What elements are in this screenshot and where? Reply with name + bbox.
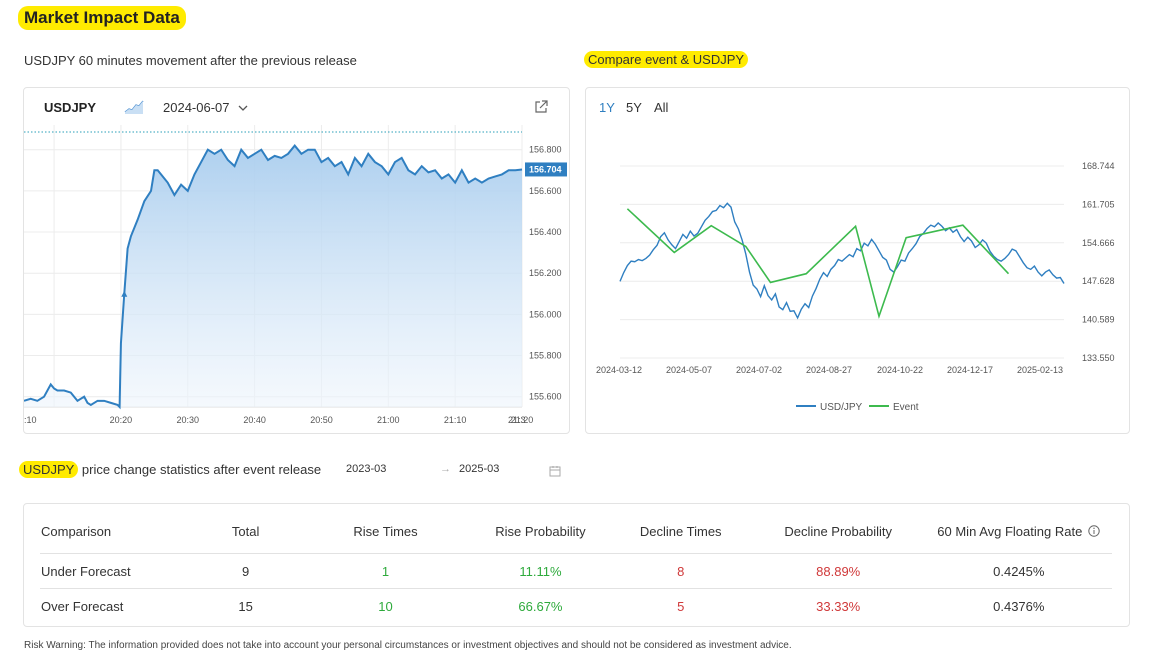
table-cell: 0.4245% (925, 553, 1112, 589)
column-header: Rise Times (353, 523, 418, 539)
price-area (24, 145, 522, 408)
tab-1y[interactable]: 1Y (599, 100, 615, 115)
y-tick-label: 156.200 (529, 268, 562, 278)
y-tick-label: 161.705 (1082, 199, 1115, 209)
y-tick-label: 156.600 (529, 186, 562, 196)
chevron-down-icon[interactable] (237, 101, 249, 113)
table-body: Under Forecast 9 1 11.11% 8 88.89% 0.4245% Over… (40, 553, 1112, 623)
x-tick-label: 20:40 (243, 415, 266, 425)
y-tick-label: 155.600 (529, 392, 562, 402)
y-tick-label: 156.800 (529, 145, 562, 155)
x-tick-label: 2024-07-02 (736, 365, 782, 375)
left-subtitle: USDJPY 60 minutes movement after the pre… (24, 53, 357, 68)
stats-card: Comparison Total Rise Times Rise Probabilit… (23, 503, 1130, 627)
tab-all[interactable]: All (654, 100, 669, 115)
date-from[interactable]: 2023-03 (346, 463, 387, 475)
x-tick-label: 2024-03-12 (596, 365, 642, 375)
x-tick-label: 2024-10-22 (877, 365, 923, 375)
stats-title-text: price change statistics after event rele… (78, 462, 322, 477)
table-cell: Over Forecast (40, 588, 191, 623)
y-tick-label: 156.000 (529, 309, 562, 319)
x-tick-label: 2024-12-17 (947, 365, 993, 375)
external-link-icon[interactable] (534, 100, 548, 114)
x-tick-label: 20:30 (177, 415, 200, 425)
last-value-badge (525, 162, 567, 177)
x-tick-label: 21:00 (377, 415, 400, 425)
page-title: Market Impact Data (18, 6, 186, 30)
usdjpy-line (619, 202, 1065, 320)
price-line (24, 143, 523, 410)
y-tick-label: 156.400 (529, 227, 562, 237)
y-tick-label: 147.628 (1082, 276, 1115, 286)
table-cell: 15 (190, 588, 301, 623)
stats-title-symbol: USDJPY (19, 461, 79, 478)
table-row: Under Forecast 9 1 11.11% 8 88.89% 0.4245% (40, 553, 1112, 589)
x-tick-label: 20:20 (110, 415, 133, 425)
calendar-icon[interactable] (549, 464, 561, 477)
symbol-label[interactable]: USDJPY (44, 100, 97, 115)
x-tick-label: 2024-08-27 (806, 365, 852, 375)
x-tick-label: 21:3 (508, 415, 526, 425)
y-tick-label: 154.666 (1082, 238, 1115, 248)
compare-chart: 168.744 161.705 154.666 147.628 140.589 133.5… (596, 161, 1115, 413)
x-tick-label: 21:10 (444, 415, 467, 425)
table-cell: 66.67% (470, 588, 611, 623)
stats-title: USDJPY price change statistics after eve… (19, 461, 322, 478)
x-tick-label: :10 (24, 415, 37, 425)
area-chart-icon[interactable] (124, 99, 144, 115)
column-header: Decline Times (639, 523, 722, 539)
column-header: Decline Probability (784, 523, 893, 539)
y-tick-label: 133.550 (1082, 353, 1115, 363)
y-tick-label: 140.589 (1082, 315, 1115, 325)
table-cell: 1 (300, 553, 471, 589)
table-cell: 5 (610, 588, 751, 623)
column-header: Total (231, 523, 260, 539)
event-line (626, 208, 1010, 320)
table-cell: Under Forecast (40, 553, 191, 589)
table-cell: 33.33% (750, 588, 926, 623)
right-subtitle: Compare event & USDJPY (584, 51, 749, 68)
stats-table: Comparison Total Rise Times Rise Probabilit… (40, 509, 1112, 623)
table-cell: 10 (300, 588, 471, 623)
x-tick-label: 2024-05-07 (666, 365, 712, 375)
column-header: Rise Probability (495, 523, 586, 539)
table-cell: 9 (190, 553, 301, 589)
table-header: Comparison Total Rise Times Rise Probabilit… (40, 509, 1112, 554)
column-header: Comparison (41, 523, 112, 539)
date-to[interactable]: 2025-03 (459, 463, 500, 475)
table-row: Over Forecast 15 10 66.67% 5 33.33% 0.4376% (40, 588, 1112, 623)
tab-5y[interactable]: 5Y (626, 100, 642, 115)
legend-label: Event (893, 402, 919, 413)
release-marker (121, 290, 128, 297)
x-tick-label: 2025-02-13 (1017, 365, 1063, 375)
x-tick-label: 20:50 (310, 415, 333, 425)
table-cell: 0.4376% (925, 588, 1112, 623)
table-cell: 8 (610, 553, 751, 589)
date-arrow: → (440, 463, 451, 475)
last-value-label: 156.704 (529, 164, 562, 174)
column-header: 60 Min Avg Floating Rate (926, 509, 1112, 554)
usdjpy-intraday-chart: 156.800 156.600 156.400 156.200 156.000 155.8… (24, 125, 567, 425)
table-cell: 88.89% (750, 553, 926, 589)
x-tick-label: 21:20 (511, 415, 534, 425)
legend-label: USD/JPY (820, 402, 863, 413)
table-cell: 11.11% (470, 553, 611, 589)
y-tick-label: 155.800 (529, 351, 562, 361)
risk-warning: Risk Warning: The information provided d… (24, 640, 792, 651)
y-tick-label: 168.744 (1082, 161, 1115, 171)
date-selector[interactable]: 2024-06-07 (163, 100, 230, 115)
info-icon[interactable] (1082, 524, 1100, 539)
compare-card (585, 87, 1130, 434)
